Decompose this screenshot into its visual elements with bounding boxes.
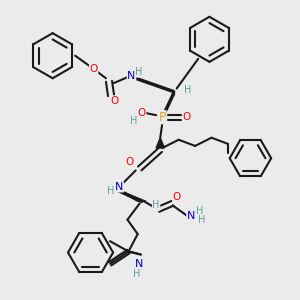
- Text: N: N: [135, 259, 143, 269]
- Text: O: O: [89, 64, 98, 74]
- Text: O: O: [172, 192, 181, 202]
- Text: N: N: [187, 211, 195, 220]
- Text: P: P: [158, 111, 166, 124]
- Text: O: O: [125, 157, 134, 167]
- Text: H: H: [152, 200, 160, 210]
- Text: N: N: [128, 71, 136, 81]
- Text: H: H: [130, 116, 137, 126]
- Polygon shape: [119, 191, 146, 201]
- Text: N: N: [115, 182, 123, 192]
- Text: H: H: [196, 206, 203, 217]
- Text: O: O: [110, 96, 118, 106]
- Text: O: O: [183, 112, 191, 122]
- Text: H: H: [135, 67, 142, 77]
- Text: H: H: [107, 186, 115, 196]
- Text: H: H: [184, 85, 192, 94]
- Text: H: H: [133, 269, 140, 279]
- Text: H: H: [198, 215, 205, 225]
- Polygon shape: [156, 138, 164, 148]
- Text: O: O: [138, 108, 146, 118]
